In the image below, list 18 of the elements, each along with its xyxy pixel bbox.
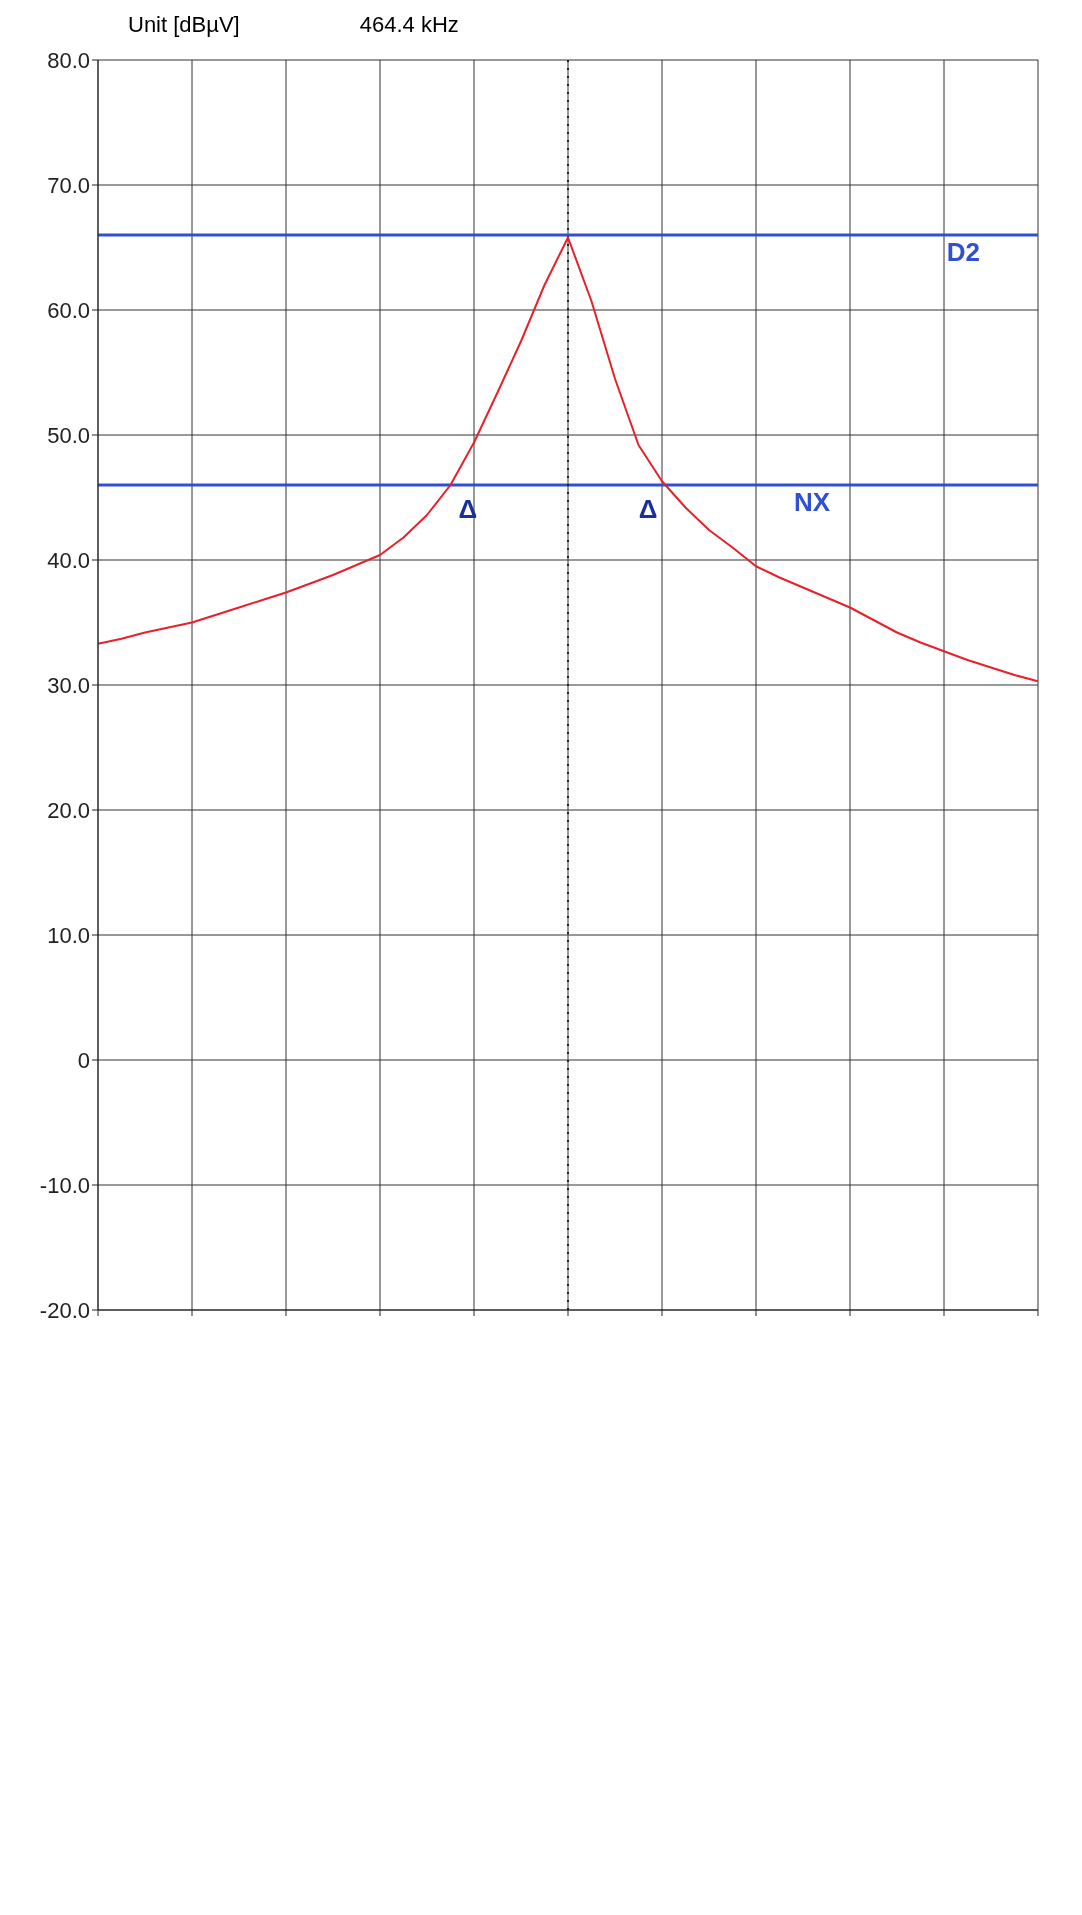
y-tick-label: 20.0 — [47, 797, 90, 823]
y-tick-label: 30.0 — [47, 672, 90, 698]
annotation: Δ — [458, 494, 478, 525]
y-tick-label: 50.0 — [47, 422, 90, 448]
y-tick-label: 40.0 — [47, 547, 90, 573]
annotation: Δ — [638, 494, 658, 525]
y-tick-label: -20.0 — [39, 1297, 90, 1323]
text: Unit [dBµV] — [128, 12, 240, 39]
y-tick-label: 0 — [77, 1047, 90, 1073]
y-tick-label: -10.0 — [39, 1172, 90, 1198]
line-series — [98, 236, 1038, 683]
y-tick-label: 60.0 — [47, 297, 90, 323]
text: 464.4 kHz — [359, 12, 459, 39]
y-tick-label: 10.0 — [47, 922, 90, 948]
y-tick-label: 70.0 — [47, 172, 90, 198]
ref-line-label: D2 — [946, 237, 980, 268]
y-tick-label: 80.0 — [47, 47, 90, 73]
ref-line-label: NX — [793, 487, 831, 518]
